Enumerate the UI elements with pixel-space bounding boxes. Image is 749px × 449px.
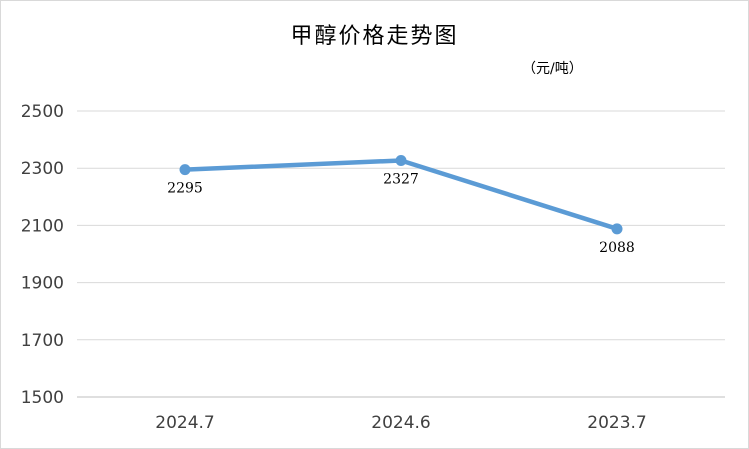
y-tick-label: 2100 xyxy=(21,216,64,236)
y-tick-label: 1700 xyxy=(21,331,64,351)
y-tick-label: 2300 xyxy=(21,159,64,179)
data-point xyxy=(611,223,623,235)
x-tick-label: 2023.7 xyxy=(587,413,646,433)
series-layer xyxy=(179,154,623,235)
data-label: 2327 xyxy=(383,171,419,187)
x-tick-label: 2024.6 xyxy=(371,413,430,433)
y-tick-label: 2500 xyxy=(21,102,64,122)
data-point xyxy=(179,164,191,176)
y-axis-ticks: 1500 1700 1900 2100 2300 2500 xyxy=(21,102,64,408)
x-axis-ticks: 2024.7 2024.6 2023.7 xyxy=(155,413,646,433)
x-tick-label: 2024.7 xyxy=(155,413,214,433)
chart-title: 甲醇价格走势图 xyxy=(290,24,459,49)
y-tick-label: 1500 xyxy=(21,388,64,408)
data-label: 2088 xyxy=(599,240,635,256)
data-point xyxy=(395,154,407,166)
data-labels: 2295 2327 2088 xyxy=(167,171,635,255)
data-label: 2295 xyxy=(167,181,203,197)
y-tick-label: 1900 xyxy=(21,274,64,294)
unit-label: （元/吨） xyxy=(522,61,583,77)
